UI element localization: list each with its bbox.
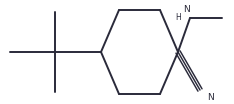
Text: N: N	[208, 92, 214, 102]
Text: H: H	[175, 14, 181, 22]
Text: N: N	[183, 6, 189, 14]
